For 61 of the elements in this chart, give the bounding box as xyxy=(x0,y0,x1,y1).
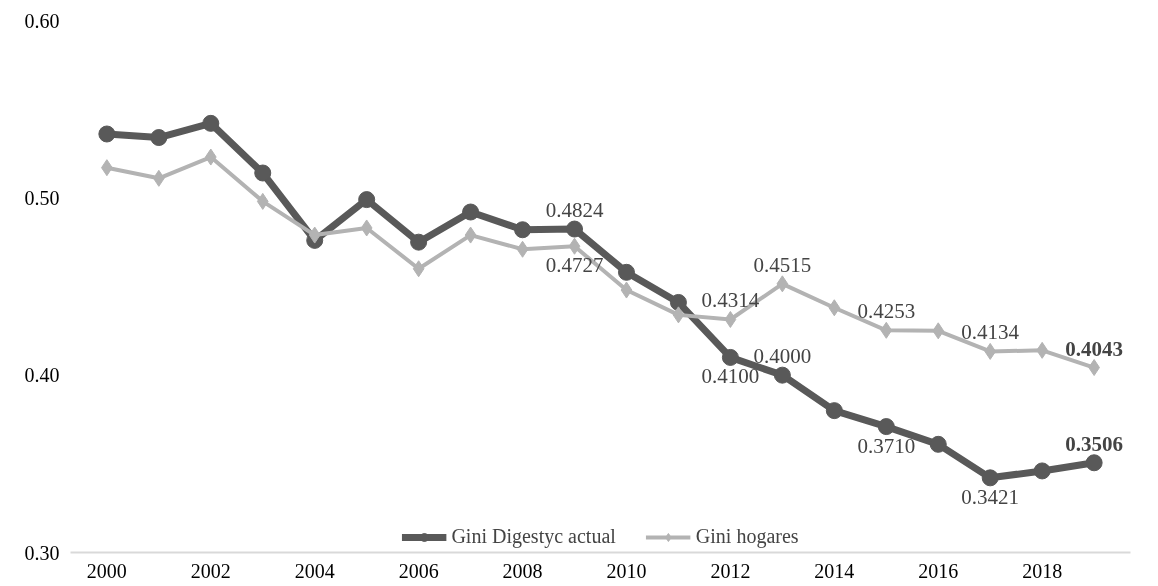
point xyxy=(825,402,843,420)
data-label: 0.4515 xyxy=(753,252,812,277)
point xyxy=(254,164,272,182)
point xyxy=(566,220,584,238)
point xyxy=(516,240,529,258)
x-tick-label: 2002 xyxy=(190,559,231,582)
data-label: 0.3506 xyxy=(1065,431,1123,456)
point xyxy=(308,226,321,244)
point xyxy=(724,310,737,328)
point xyxy=(617,263,635,281)
data-label: 0.4134 xyxy=(961,320,1020,345)
y-tick-label: 0.60 xyxy=(24,9,60,32)
point xyxy=(360,219,373,237)
point xyxy=(620,281,633,299)
x-tick-label: 2008 xyxy=(502,559,543,582)
point xyxy=(358,191,376,209)
data-label: 0.4727 xyxy=(545,253,604,278)
point xyxy=(828,299,841,317)
x-tick-label: 2018 xyxy=(1022,559,1063,582)
point xyxy=(464,226,477,244)
point xyxy=(773,366,791,384)
point xyxy=(1085,454,1103,472)
data-label: 0.4314 xyxy=(701,288,760,313)
point xyxy=(721,348,739,366)
point xyxy=(669,293,687,311)
point xyxy=(150,129,168,147)
x-tick-label: 2014 xyxy=(814,559,855,582)
point xyxy=(202,114,220,132)
point xyxy=(984,342,997,360)
point xyxy=(410,233,428,251)
data-label: 0.3710 xyxy=(857,433,916,458)
point xyxy=(880,321,893,339)
point xyxy=(514,221,532,239)
legend-label: Gini hogares xyxy=(695,525,799,548)
data-label: 0.3421 xyxy=(961,484,1020,509)
point xyxy=(929,435,947,453)
data-label: 0.4253 xyxy=(857,299,916,324)
point xyxy=(256,192,269,210)
point xyxy=(981,469,999,487)
x-tick-label: 2004 xyxy=(294,559,335,582)
point xyxy=(98,125,116,143)
point xyxy=(776,275,789,293)
x-tick-label: 2012 xyxy=(710,559,751,582)
x-tick-label: 2006 xyxy=(398,559,439,582)
point xyxy=(877,418,895,436)
point xyxy=(412,260,425,278)
x-tick-label: 2010 xyxy=(606,559,647,582)
data-label: 0.4043 xyxy=(1065,336,1123,361)
y-tick-label: 0.40 xyxy=(24,364,60,387)
x-tick-label: 2016 xyxy=(918,559,959,582)
point xyxy=(568,237,581,255)
point xyxy=(1033,462,1051,480)
point xyxy=(462,203,480,221)
y-tick-label: 0.50 xyxy=(24,186,60,209)
y-tick-label: 0.30 xyxy=(24,541,60,564)
point xyxy=(204,148,217,166)
data-label: 0.4824 xyxy=(545,198,604,223)
x-tick-label: 2000 xyxy=(86,559,127,582)
point xyxy=(672,306,685,324)
point xyxy=(932,322,945,340)
legend-label: Gini Digestyc actual xyxy=(451,525,616,548)
